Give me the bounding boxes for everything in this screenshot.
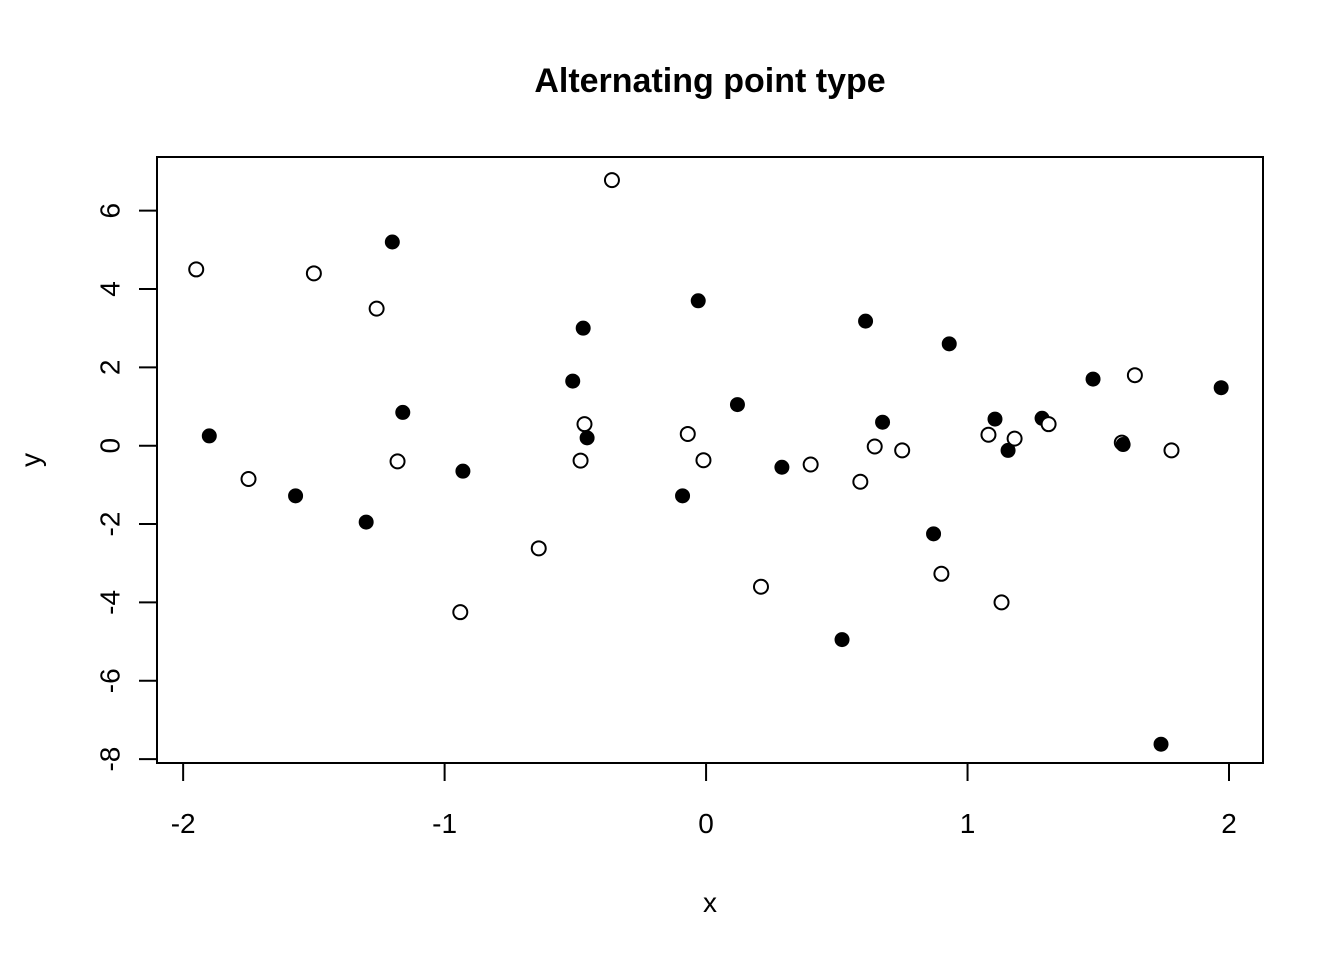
point-open xyxy=(389,453,406,470)
y-tick-label: 6 xyxy=(95,203,126,219)
x-tick-label: -2 xyxy=(171,808,196,839)
point-filled xyxy=(690,293,706,309)
point-open xyxy=(980,426,997,443)
point-filled xyxy=(565,373,581,389)
point-filled xyxy=(395,404,411,420)
point-open xyxy=(305,265,322,282)
point-filled xyxy=(579,430,595,446)
x-tick-label: 1 xyxy=(960,808,976,839)
y-tick-label: 2 xyxy=(95,360,126,376)
y-tick-label: 4 xyxy=(95,281,126,297)
point-filled xyxy=(1153,736,1169,752)
point-open xyxy=(1126,367,1143,384)
point-open xyxy=(572,452,589,469)
y-tick-label: 0 xyxy=(95,438,126,454)
point-filled xyxy=(384,234,400,250)
point-filled xyxy=(926,526,942,542)
point-open xyxy=(240,470,257,487)
point-open xyxy=(695,452,712,469)
point-filled xyxy=(455,463,471,479)
point-open xyxy=(368,300,385,317)
point-filled xyxy=(834,632,850,648)
point-filled xyxy=(288,488,304,504)
y-tick-label: -4 xyxy=(95,590,126,615)
point-filled xyxy=(1000,442,1016,458)
point-filled xyxy=(1085,371,1101,387)
point-filled xyxy=(1115,437,1131,453)
point-filled xyxy=(358,514,374,530)
point-open xyxy=(1006,430,1023,447)
point-filled xyxy=(774,459,790,475)
y-tick-label: -2 xyxy=(95,512,126,537)
point-open xyxy=(576,416,593,433)
point-open xyxy=(933,565,950,582)
point-filled xyxy=(1213,380,1229,396)
point-filled xyxy=(875,414,891,430)
point-open xyxy=(1040,416,1057,433)
point-filled xyxy=(201,428,217,444)
chart-title: Alternating point type xyxy=(534,62,885,100)
point-open xyxy=(752,578,769,595)
point-open xyxy=(802,456,819,473)
point-open xyxy=(679,425,696,442)
point-open xyxy=(894,442,911,459)
x-axis: -2 -1 0 1 2 xyxy=(171,762,1237,839)
point-filled xyxy=(941,336,957,352)
x-tick-label: 0 xyxy=(698,808,714,839)
point-filled xyxy=(858,313,874,329)
y-tick-label: -6 xyxy=(95,668,126,693)
y-tick-label: -8 xyxy=(95,747,126,772)
x-axis-label: x xyxy=(703,887,717,918)
point-open xyxy=(530,540,547,557)
point-open xyxy=(603,172,620,189)
point-open xyxy=(993,594,1010,611)
y-axis: -8 -6 -4 -2 0 2 4 6 xyxy=(95,203,158,772)
point-filled xyxy=(675,488,691,504)
x-tick-label: 2 xyxy=(1221,808,1237,839)
point-open xyxy=(188,261,205,278)
x-tick-label: -1 xyxy=(432,808,457,839)
point-filled xyxy=(729,397,745,413)
point-open xyxy=(866,438,883,455)
point-filled xyxy=(987,411,1003,427)
point-filled xyxy=(575,320,591,336)
point-open xyxy=(852,473,869,490)
point-open xyxy=(452,604,469,621)
point-open xyxy=(1163,442,1180,459)
data-points xyxy=(188,172,1229,752)
y-axis-label: y xyxy=(15,453,46,467)
